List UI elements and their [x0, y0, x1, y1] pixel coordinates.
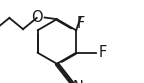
Text: F: F: [99, 45, 107, 60]
Text: F: F: [76, 16, 85, 31]
Text: O: O: [31, 10, 43, 25]
Text: N: N: [72, 80, 83, 83]
